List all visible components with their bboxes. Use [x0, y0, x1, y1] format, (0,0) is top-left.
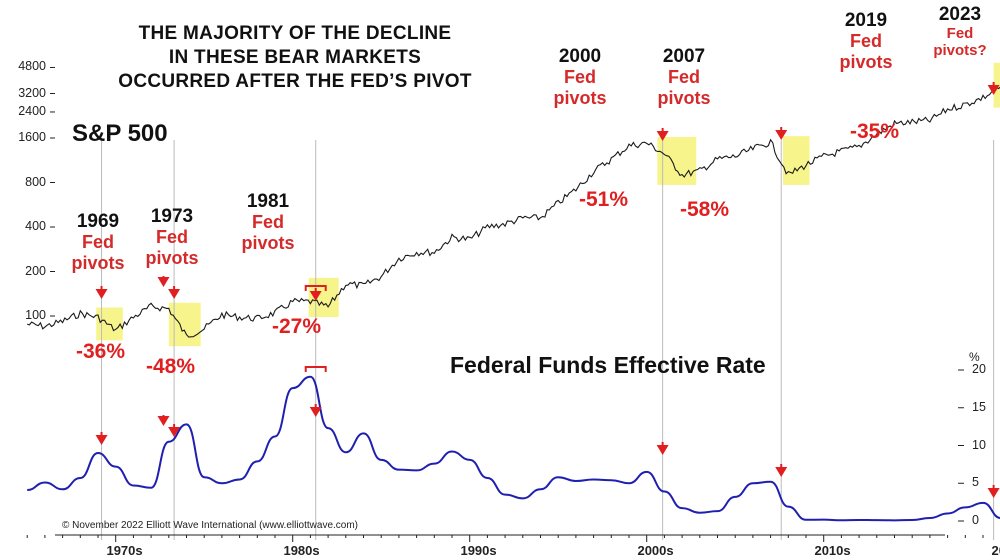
x-tick-label-2010s: 2010s [814, 543, 851, 558]
rate-unit-label: % [969, 350, 980, 364]
rate-tick-label-20: 20 [972, 362, 986, 376]
x-tick-label-1970s: 1970s [106, 543, 143, 558]
rate-tick-label-15: 15 [972, 399, 986, 414]
annotation-2023: 2023 Fed pivots? [900, 4, 1000, 59]
pivot-arrow-lower-1 [168, 427, 181, 437]
copyright-note: © November 2022 Elliott Wave Internation… [62, 520, 359, 531]
fed-funds-line [27, 375, 1000, 522]
annotation-2000: 2000 Fed pivots [520, 46, 640, 109]
pivot-bracket-1 [304, 366, 327, 372]
rate-label: Federal Funds Effective Rate [450, 352, 766, 378]
annotation-label-line: pivots [71, 253, 125, 273]
y-tick-label-400: 400 [25, 219, 46, 233]
annotation-label-line: Fed [251, 212, 284, 232]
pivot-bracket-0 [304, 285, 327, 291]
annotation-label-line: pivots [553, 88, 607, 108]
drop-label-1981: -27% [272, 315, 322, 338]
annotation-label-line: Fed [667, 67, 700, 87]
y-tick-label-200: 200 [25, 263, 46, 278]
y-tick-label-2400: 2400 [18, 103, 46, 118]
annotation-year: 1973 [150, 206, 194, 227]
headline-line-3: OCCURRED AFTER THE FED’S PIVOT [118, 71, 472, 92]
pivot-arrow-upper-3 [656, 131, 669, 141]
annotation-label-line: Fed [563, 67, 596, 87]
y-tick-label-100: 100 [25, 308, 46, 322]
index-label: S&P 500 [72, 120, 168, 147]
pivot-arrow-upper-5 [987, 85, 1000, 95]
annotation-year: 1969 [76, 211, 120, 232]
x-tick-label-1990s: 1990s [460, 543, 497, 558]
pivot-arrow-extra-lower [157, 416, 170, 426]
y-tick-label-3200: 3200 [18, 85, 46, 100]
annotation-label-line: pivots [657, 88, 711, 108]
annotation-label-line: Fed [81, 232, 114, 252]
annotation-year: 2000 [558, 46, 602, 67]
annotation-year: 1981 [246, 191, 290, 212]
pivot-arrow-upper-1 [168, 289, 181, 299]
y-tick-label-4800: 4800 [18, 59, 46, 74]
headline-line-1: THE MAJORITY OF THE DECLINE [138, 23, 452, 44]
drop-label-1969: -36% [76, 340, 126, 363]
annotation-year: 2019 [844, 10, 888, 31]
chart-headline: THE MAJORITY OF THE DECLINE IN THESE BEA… [60, 22, 530, 94]
pivot-arrow-lower-5 [987, 488, 1000, 498]
decline-highlight-1 [168, 302, 201, 347]
annotation-label-line: pivots [241, 233, 295, 253]
decline-highlight-3 [657, 137, 697, 185]
x-tick-label-2000s: 2000s [637, 543, 674, 558]
annotation-2019: 2019 Fed pivots [806, 10, 926, 73]
pivot-arrow-upper-0 [95, 289, 108, 299]
pivot-arrow-upper-4 [775, 130, 788, 140]
x-tick-label-1980s: 1980s [283, 543, 320, 558]
sp500-line [27, 86, 1000, 338]
decline-highlight-4 [782, 136, 810, 185]
y-tick-label-800: 800 [25, 174, 46, 189]
drop-label-2000: -51% [579, 188, 629, 211]
decline-highlight-2 [308, 277, 339, 318]
drop-label-1973: -48% [146, 355, 196, 378]
headline-line-2: IN THESE BEAR MARKETS [168, 47, 422, 68]
rate-tick-label-5: 5 [972, 475, 979, 490]
rate-tick-label-0: 0 [972, 513, 979, 527]
x-tick-label-2020s: 2020s [991, 543, 1000, 558]
annotation-1973: 1973 Fed pivots [112, 206, 232, 269]
annotation-label-line: pivots [839, 52, 893, 72]
annotation-year: 2023 [938, 4, 982, 25]
annotation-1969: 1969 Fed pivots [38, 211, 158, 274]
y-tick-label-1600: 1600 [18, 130, 46, 144]
drop-label-2019: -35% [850, 120, 900, 143]
pivot-arrow-lower-2 [309, 407, 322, 417]
annotation-label-line: Fed [849, 31, 882, 51]
pivot-arrow-lower-0 [95, 435, 108, 445]
pivot-arrow-lower-4 [775, 467, 788, 477]
annotation-label-line: pivots [145, 248, 199, 268]
annotation-2007: 2007 Fed pivots [624, 46, 744, 109]
annotation-1981: 1981 Fed pivots [208, 191, 328, 254]
pivot-arrow-extra [157, 277, 170, 287]
annotation-label-line: Fed [155, 227, 188, 247]
annotation-label-line: pivots? [933, 42, 987, 59]
rate-tick-label-10: 10 [972, 437, 986, 452]
annotation-label-line: Fed [946, 25, 974, 42]
annotation-year: 2007 [662, 46, 706, 67]
pivot-arrow-upper-2 [309, 291, 322, 301]
pivot-arrow-lower-3 [656, 445, 669, 455]
drop-label-2007: -58% [680, 198, 730, 221]
